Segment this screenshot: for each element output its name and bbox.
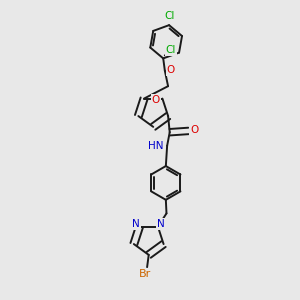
- Text: N: N: [132, 219, 140, 229]
- Text: Cl: Cl: [164, 11, 175, 21]
- Text: O: O: [152, 95, 160, 105]
- Text: HN: HN: [148, 141, 163, 152]
- Text: O: O: [190, 125, 198, 135]
- Text: Cl: Cl: [166, 45, 176, 55]
- Text: O: O: [167, 65, 175, 75]
- Text: Br: Br: [138, 269, 151, 279]
- Text: N: N: [157, 219, 165, 229]
